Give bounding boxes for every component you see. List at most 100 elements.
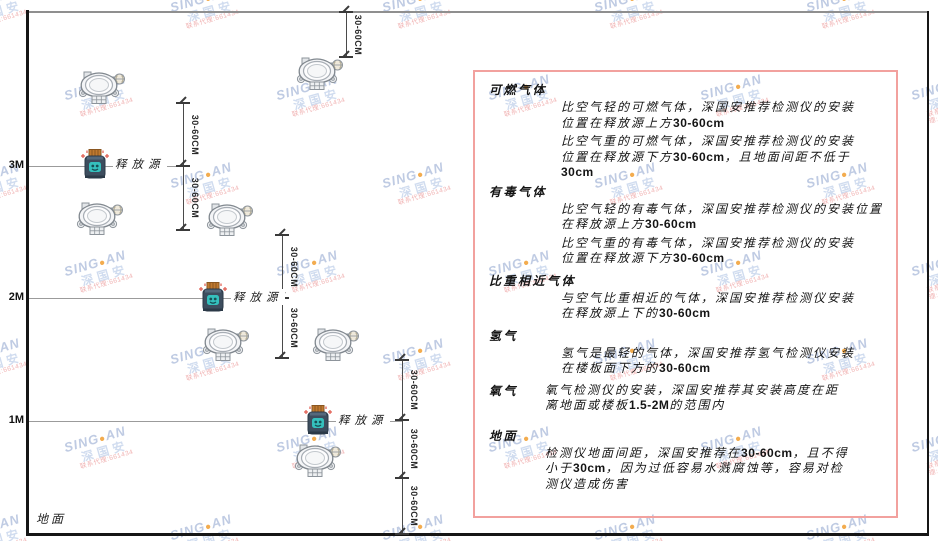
text-run: 检测仪地面间距，深国安推荐在 [545, 445, 742, 460]
section-title: 可燃气体 [489, 83, 548, 97]
height-label: 1M [8, 414, 24, 426]
text-run: 在释放源上下的 [561, 306, 660, 320]
dimension-label: 30-60CM [409, 369, 419, 411]
panel-paragraph: 与空气比重相近的气体，深国安推荐检测仪安装 在释放源上下的30-60cm [489, 291, 882, 322]
gas-detector-icon [73, 199, 123, 240]
dimension-label: 30-60CM [409, 485, 419, 527]
info-panel: 可燃气体 比空气轻的可燃气体，深国安推荐检测仪的安装 位置在释放源上方30-60cm… [473, 70, 898, 518]
panel-section: 氧气 氧气检测仪的安装，深国安推荐其安装高度在距 离地面或楼板1.5-2M的范围内 [489, 383, 882, 414]
text-run: 比空气重的有毒气体，深国安推荐检测仪的安装 [561, 235, 856, 250]
text-run: 在释放源上方 [561, 217, 646, 231]
panel-section: 比重相近气体与空气比重相近的气体，深国安推荐检测仪安装 在释放源上下的30-60c… [489, 273, 882, 322]
ceiling-line [27, 11, 928, 13]
panel-text-line: 在释放源上方30-60cm [489, 217, 882, 233]
text-run: 氧气检测仪的安装，深国安推荐其安装高度在距 [545, 382, 840, 397]
text-run: ，因为过低容易水溅腐蚀等，容易对检 [605, 461, 844, 475]
text-run: 与空气比重相近的气体，深国安推荐检测仪安装 [561, 290, 856, 305]
panel-section: 地面检测仪地面间距，深国安推荐在30-60cm，且不得 小于30cm，因为过低容易… [489, 428, 882, 493]
panel-text-line: 30cm [489, 165, 882, 181]
dimension-tick [176, 102, 190, 104]
level-line [29, 421, 402, 422]
panel-text-line: 位置在释放源下方30-60cm [489, 251, 882, 267]
text-run: 位置在释放源上方 [561, 115, 674, 130]
gas-detector-icon [199, 325, 249, 366]
panel-text-line: 与空气比重相近的气体，深国安推荐检测仪安装 [489, 291, 882, 307]
panel-paragraph: 比空气重的有毒气体，深国安推荐检测仪的安装 位置在释放源下方30-60cm [489, 236, 882, 267]
panel-paragraph: 比空气轻的有毒气体，深国安推荐检测仪的安装位置 在释放源上方30-60cm [489, 202, 882, 233]
measurement-value: 30-60cm [741, 445, 793, 460]
gas-detector-icon [291, 441, 341, 482]
panel-text-line: 在释放源上下的30-60cm [489, 306, 882, 322]
release-source-label: 释放源 [113, 156, 167, 172]
measurement-value: 30cm [573, 461, 606, 475]
panel-text-line: 位置在释放源下方30-60cm，且地面间距不低于 [489, 150, 882, 166]
panel-text-line: 在楼板面下方的30-60cm [489, 361, 882, 377]
dimension-tick [395, 419, 409, 421]
panel-text-line: 氢气是最轻的气体，深国安推荐氢气检测仪安装 [489, 346, 882, 362]
measurement-value: 30-60cm [673, 149, 725, 164]
height-label: 2M [8, 291, 24, 303]
measurement-value: 30-60cm [659, 361, 711, 375]
measurement-value: 30-60cm [659, 306, 711, 320]
dimension-line [346, 12, 347, 57]
text-run: 的范围内 [669, 398, 726, 412]
section-title: 比重相近气体 [489, 273, 577, 288]
panel-section: 有毒气体 比空气轻的有毒气体，深国安推荐检测仪的安装位置 在释放源上方30-60cm… [489, 184, 882, 267]
dimension-tick [275, 234, 289, 236]
panel-paragraph: 检测仪地面间距，深国安推荐在30-60cm，且不得 小于30cm，因为过低容易水溅… [489, 446, 882, 493]
panel-text-line: 小于30cm，因为过低容易水溅腐蚀等，容易对检 [489, 461, 882, 477]
release-source-label: 释放源 [231, 289, 285, 305]
measurement-value: 30-60cm [673, 251, 725, 265]
panel-text-line: 测仪造成伤害 [489, 477, 882, 493]
panel-text-line: 离地面或楼板1.5-2M的范围内 [489, 398, 882, 414]
measurement-value: 30-60cm [673, 115, 725, 130]
panel-body: 可燃气体 比空气轻的可燃气体，深国安推荐检测仪的安装 位置在释放源上方30-60cm… [475, 72, 896, 505]
text-run: ，且地面间距不低于 [724, 149, 851, 164]
release-source-label: 释放源 [336, 412, 390, 428]
dimension-tick [395, 533, 409, 535]
dimension-label: 30-60CM [190, 114, 200, 155]
dimension-tick [395, 477, 409, 479]
release-source-icon [194, 281, 232, 318]
measurement-value: 30-60cm [645, 217, 697, 231]
text-run: 离地面或楼板 [545, 398, 630, 412]
right-wall-line [927, 11, 929, 535]
panel-text-line: 比空气重的可燃气体，深国安推荐检测仪的安装 [489, 134, 882, 150]
text-run: 比空气重的可燃气体，深国安推荐检测仪的安装 [561, 134, 856, 148]
release-source-icon [76, 148, 114, 185]
panel-paragraph: 氧气 氧气检测仪的安装，深国安推荐其安装高度在距 离地面或楼板1.5-2M的范围内 [489, 383, 882, 414]
panel-section: 氢气 氢气是最轻的气体，深国安推荐氢气检测仪安装 在楼板面下方的30-60cm [489, 328, 882, 377]
panel-text-line: 比空气重的有毒气体，深国安推荐检测仪的安装 [489, 236, 882, 252]
text-run: ，且不得 [792, 445, 849, 460]
dimension-tick [395, 359, 409, 361]
release-source-icon [299, 404, 337, 441]
section-title: 有毒气体 [489, 184, 548, 199]
ground-label: 地面 [36, 512, 67, 526]
gas-detector-icon [203, 200, 253, 241]
section-title: 地面 [489, 428, 519, 443]
text-run: 比空气轻的可燃气体，深国安推荐检测仪的安装 [561, 100, 856, 114]
measurement-value: 1.5-2M [629, 398, 670, 412]
text-run: 位置在释放源下方 [561, 149, 674, 164]
dimension-tick [275, 357, 289, 359]
left-wall-line [26, 10, 29, 536]
text-run: 位置在释放源下方 [561, 251, 674, 265]
dimension-tick [339, 11, 353, 13]
dimension-label: 30-60CM [289, 307, 299, 349]
panel-paragraph: 氢气是最轻的气体，深国安推荐氢气检测仪安装 在楼板面下方的30-60cm [489, 346, 882, 377]
height-label: 3M [8, 159, 24, 171]
level-line [29, 166, 183, 167]
text-run: 比空气轻的有毒气体，深国安推荐检测仪的安装位置 [561, 201, 884, 216]
dimension-tick [339, 56, 353, 58]
measurement-value: 30cm [561, 165, 594, 179]
dimension-label: 30-60CM [409, 428, 419, 470]
panel-text-line: 比空气轻的可燃气体，深国安推荐检测仪的安装 [489, 100, 882, 116]
dimension-label: 30-60CM [353, 14, 363, 55]
text-run: 氢气是最轻的气体，深国安推荐氢气检测仪安装 [561, 345, 856, 360]
level-line [29, 298, 282, 299]
panel-text-line: 位置在释放源上方30-60cm [489, 116, 882, 132]
panel-text-line: 检测仪地面间距，深国安推荐在30-60cm，且不得 [489, 446, 882, 462]
dimension-label: 30-60CM [289, 246, 299, 287]
